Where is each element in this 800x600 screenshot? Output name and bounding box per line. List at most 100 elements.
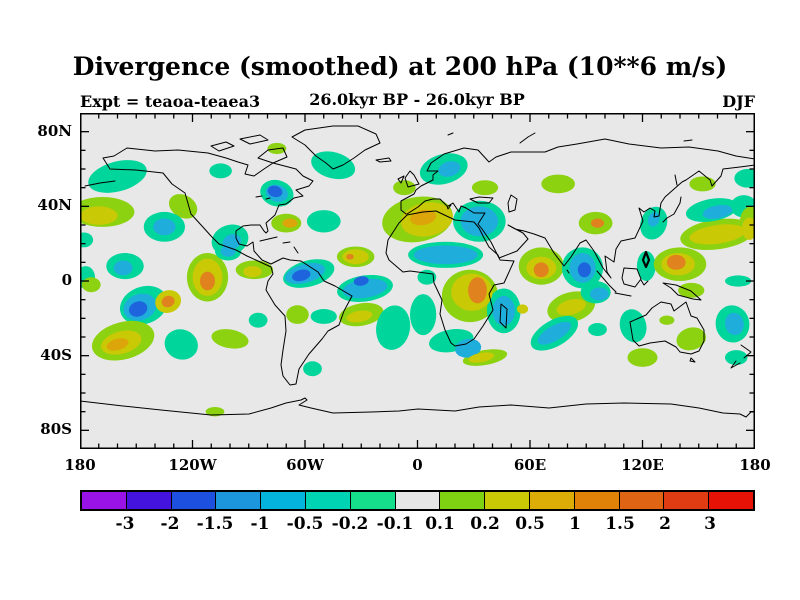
colorbar-segment-14 <box>709 492 753 509</box>
colorbar-label-3: 3 <box>704 514 716 534</box>
colorbar-segment-13 <box>664 492 710 509</box>
y-axis-label-80N: 80N <box>37 121 72 140</box>
anomaly-blob-cyan <box>113 260 133 276</box>
anomaly-blob-gy <box>211 329 249 349</box>
colorbar-segment-4 <box>261 492 306 509</box>
anomaly-blob-olive <box>689 224 746 245</box>
anomaly-blob-orange <box>590 218 605 228</box>
anomaly-blob-olive <box>346 310 373 323</box>
colorbar-label--1.5: -1.5 <box>196 514 234 534</box>
colorbar-label-1: 1 <box>569 514 581 534</box>
anomaly-blob-olive <box>516 304 529 314</box>
anomaly-blob-teal <box>734 169 755 188</box>
colorbar-segment-7 <box>395 492 441 509</box>
y-axis-label-40N: 40N <box>37 196 72 215</box>
anomaly-blob-blue <box>128 301 148 317</box>
anomaly-blob-gy <box>471 180 499 196</box>
x-axis-label-180: 180 <box>64 456 96 474</box>
anomaly-blob-teal <box>306 210 341 233</box>
anomaly-blob-orange <box>346 253 354 260</box>
anomaly-blob-teal <box>725 275 752 287</box>
map-plot-area <box>80 113 755 449</box>
anomaly-blob-orange <box>200 271 215 291</box>
y-axis-label-80S: 80S <box>40 420 72 439</box>
coast-japan <box>662 174 682 223</box>
colorbar-segment-12 <box>619 492 665 509</box>
anomaly-blob-teal <box>588 323 607 337</box>
coast-europe-islands <box>375 157 420 188</box>
anomaly-blob-teal <box>725 350 748 366</box>
plot-frame <box>80 113 755 449</box>
coast-new-guinea <box>662 282 702 301</box>
anomaly-blob-cyan <box>413 245 478 265</box>
colorbar-label-0.2: 0.2 <box>470 514 500 534</box>
anomaly-blob-teal <box>303 361 322 377</box>
coast-africa <box>385 210 515 347</box>
anomaly-blob-orange <box>533 262 549 278</box>
anomaly-blob-layer <box>80 142 755 417</box>
anomaly-blob-cyan <box>702 204 733 219</box>
colorbar-label--0.2: -0.2 <box>331 514 369 534</box>
anomaly-blob-teal <box>311 151 356 180</box>
colorbar-segment-6 <box>350 492 396 509</box>
anomaly-blob-teal <box>410 294 437 336</box>
page-title: Divergence (smoothed) at 200 hPa (10**6 … <box>72 52 728 81</box>
coast-caribbean <box>84 180 299 254</box>
colorbar-label-0.1: 0.1 <box>425 514 455 534</box>
colorbar <box>80 490 755 511</box>
anomaly-blob-gy <box>676 327 707 351</box>
anomaly-blob-teal <box>376 305 411 350</box>
y-axis-label-0: 0 <box>61 271 72 289</box>
coast-philippines <box>641 250 651 269</box>
anomaly-blob-gy <box>659 315 675 325</box>
colorbar-label--1: -1 <box>250 514 270 534</box>
anomaly-blob-olive <box>468 352 495 363</box>
anomaly-blob-cyan <box>438 161 461 177</box>
colorbar-label--0.1: -0.1 <box>376 514 414 534</box>
colorbar-segment-10 <box>529 492 575 509</box>
colorbar-segment-5 <box>305 492 351 509</box>
x-axis-label-60W: 60W <box>286 456 324 474</box>
anomaly-blob-blue <box>353 276 369 286</box>
anomaly-blob-olive <box>342 249 369 265</box>
anomaly-blob-gy <box>286 305 309 324</box>
experiment-label: Expt = teaoa-teaea3 <box>80 92 261 111</box>
anomaly-blob-gy <box>541 174 575 194</box>
anomaly-blob-teal <box>248 312 268 328</box>
anomaly-blob-olive <box>80 206 118 226</box>
anomaly-blob-blue <box>292 269 311 282</box>
x-axis-label-180: 180 <box>739 456 771 474</box>
colorbar-label--0.5: -0.5 <box>286 514 324 534</box>
colorbar-segment-1 <box>126 492 172 509</box>
anomaly-blob-cyan <box>342 278 388 299</box>
coastlines <box>80 125 755 418</box>
coast-americas <box>102 147 353 386</box>
x-axis-label-0: 0 <box>412 456 423 474</box>
colorbar-segment-8 <box>440 492 486 509</box>
anomaly-blob-cyan <box>492 295 515 326</box>
anomaly-blob-blue <box>577 262 591 278</box>
anomaly-blob-orange <box>666 254 686 270</box>
anomaly-blob-gy <box>678 282 705 298</box>
anomaly-blob-gold <box>106 338 129 351</box>
anomaly-blob-cyan <box>537 321 572 345</box>
coast-indonesia <box>566 267 649 297</box>
anomaly-blob-gy <box>205 407 225 417</box>
colorbar-segment-11 <box>574 492 620 509</box>
map-background <box>80 113 755 449</box>
anomaly-blob-cyan <box>455 338 482 358</box>
x-axis-label-120W: 120W <box>168 456 217 474</box>
anomaly-blob-blue <box>267 185 283 198</box>
anomaly-blob-teal <box>209 163 232 179</box>
world-contour-map <box>80 113 755 449</box>
y-axis-label-40S: 40S <box>40 345 72 364</box>
colorbar-label-1.5: 1.5 <box>605 514 635 534</box>
coast-arctic-islands <box>210 132 693 164</box>
anomaly-blob-cyan <box>590 287 609 301</box>
colorbar-label--2: -2 <box>160 514 180 534</box>
anomaly-blob-olive <box>556 298 586 316</box>
colorbar-segment-0 <box>82 492 127 509</box>
anomaly-blob-gy <box>393 180 416 196</box>
colorbar-label-0.5: 0.5 <box>515 514 545 534</box>
anomaly-blob-gold <box>282 218 298 228</box>
